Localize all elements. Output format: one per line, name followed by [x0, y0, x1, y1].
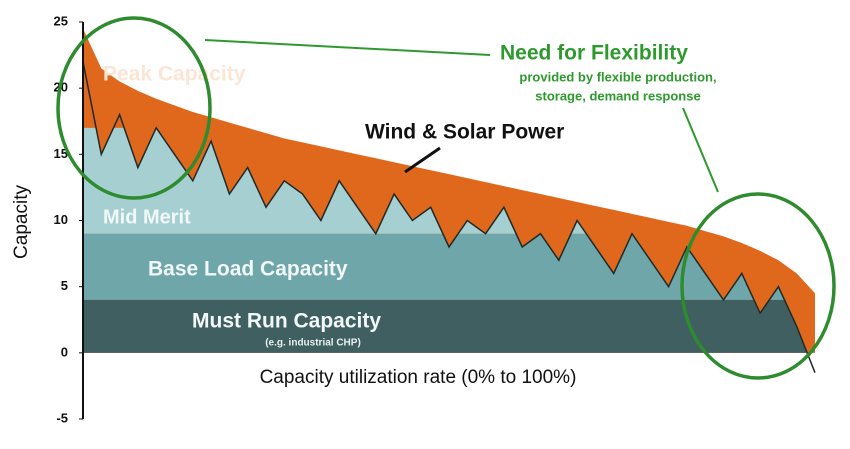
- connector: [204, 39, 491, 56]
- annotation: provided by flexible production,: [519, 69, 716, 84]
- residual-line: [82, 61, 816, 373]
- plot-area: Must Run Capacity Base Load Capacity Mid M…: [54, 13, 816, 425]
- connector: [682, 107, 719, 193]
- annotation-title: Need for Flexibility: [500, 42, 688, 65]
- y-tick-label: 0: [61, 344, 68, 359]
- capacity-layer: [83, 299, 815, 353]
- y-tick-label: 25: [54, 13, 68, 28]
- y-tick-label: 10: [54, 212, 68, 227]
- y-tick-label: 15: [54, 146, 68, 161]
- layer-label: Must Run Capacity: [192, 310, 381, 333]
- highlight-ellipse: [680, 192, 836, 380]
- highlight-ellipse: [56, 16, 212, 200]
- layer-label: Base Load Capacity: [148, 258, 348, 281]
- y-tick-label: -5: [56, 410, 68, 425]
- series-label: Peak Capacity: [103, 63, 246, 86]
- pointer: [404, 146, 441, 174]
- series-label: Wind & Solar Power: [365, 121, 564, 144]
- x-axis-label: Capacity utilization rate (0% to 100%): [260, 367, 577, 388]
- annotation: storage, demand response: [535, 88, 700, 103]
- y-tick-label: 5: [61, 278, 68, 293]
- y-axis-label: Capacity: [11, 185, 32, 259]
- annotation: (e.g. industrial CHP): [265, 338, 361, 349]
- layer-label: Mid Merit: [103, 206, 191, 228]
